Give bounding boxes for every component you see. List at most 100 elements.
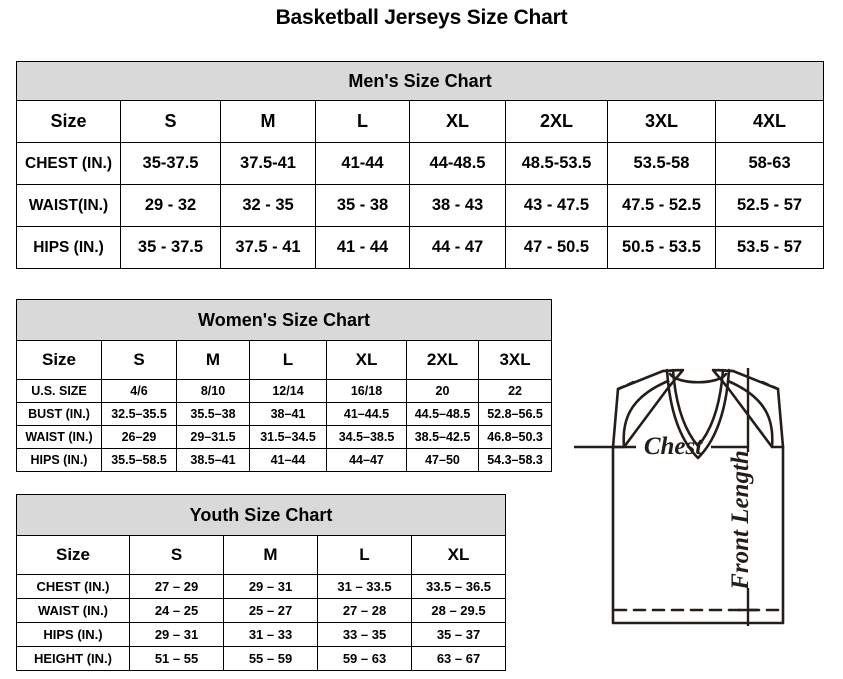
womens-bust-s: 32.5–35.5 bbox=[101, 402, 177, 426]
front-length-measure-label: Front Length bbox=[727, 450, 754, 591]
womens-row-label-waist: WAIST (IN.) bbox=[16, 425, 102, 449]
youth-height-m: 55 – 59 bbox=[223, 646, 318, 671]
youth-waist-xl: 28 – 29.5 bbox=[410, 598, 507, 623]
mens-hips-l: 41 - 44 bbox=[315, 226, 410, 269]
youth-height-l: 59 – 63 bbox=[317, 646, 412, 671]
womens-ussize-l: 12/14 bbox=[249, 379, 327, 403]
jersey-left-cuff bbox=[616, 379, 638, 391]
womens-header-2xl: 2XL bbox=[406, 340, 479, 380]
youth-header-m: M bbox=[223, 535, 318, 575]
mens-size-chart-table: Men's Size Chart Size S M L XL 2XL 3XL 4… bbox=[15, 61, 825, 269]
womens-hips-2xl: 47–50 bbox=[406, 448, 479, 472]
youth-header-xl: XL bbox=[410, 535, 507, 575]
womens-header-s: S bbox=[101, 340, 177, 380]
jersey-body-outline bbox=[611, 445, 785, 625]
youth-row-label-waist: WAIST (IN.) bbox=[16, 598, 130, 623]
womens-size-chart-table: Women's Size Chart Size S M L XL 2XL 3XL… bbox=[15, 299, 553, 472]
youth-row-label-height: HEIGHT (IN.) bbox=[16, 646, 130, 671]
table-row: WAIST(IN.) 29 - 32 32 - 35 35 - 38 38 - … bbox=[16, 184, 825, 227]
table-row: WAIST (IN.) 26–29 29–31.5 31.5–34.5 34.5… bbox=[16, 425, 553, 449]
womens-ussize-m: 8/10 bbox=[176, 379, 250, 403]
mens-row-label-hips: HIPS (IN.) bbox=[16, 226, 121, 269]
youth-chest-m: 29 – 31 bbox=[223, 574, 318, 599]
womens-header-m: M bbox=[176, 340, 250, 380]
mens-header-size: Size bbox=[16, 100, 121, 143]
mens-waist-s: 29 - 32 bbox=[120, 184, 221, 227]
womens-waist-3xl: 46.8–50.3 bbox=[477, 425, 553, 449]
youth-header-s: S bbox=[129, 535, 224, 575]
youth-hips-s: 29 – 31 bbox=[129, 622, 224, 647]
youth-chart-header-row: Size S M L XL bbox=[16, 535, 507, 575]
mens-chest-s: 35-37.5 bbox=[120, 142, 221, 185]
mens-header-4xl: 4XL bbox=[714, 100, 825, 143]
mens-hips-s: 35 - 37.5 bbox=[120, 226, 221, 269]
youth-row-label-hips: HIPS (IN.) bbox=[16, 622, 130, 647]
womens-ussize-s: 4/6 bbox=[101, 379, 177, 403]
jersey-left-shoulder-seam bbox=[661, 368, 680, 373]
jersey-neckline-inner bbox=[668, 372, 728, 384]
table-row: HIPS (IN.) 35 - 37.5 37.5 - 41 41 - 44 4… bbox=[16, 226, 825, 269]
jersey-right-cuff bbox=[758, 379, 780, 391]
womens-waist-s: 26–29 bbox=[101, 425, 177, 449]
youth-chart-caption: Youth Size Chart bbox=[15, 494, 507, 536]
womens-hips-xl: 44–47 bbox=[326, 448, 407, 472]
womens-row-label-us-size: U.S. SIZE bbox=[16, 379, 102, 403]
chest-measure-label: Chest bbox=[644, 433, 703, 460]
table-row: HIPS (IN.) 35.5–58.5 38.5–41 41–44 44–47… bbox=[16, 448, 553, 472]
jersey-right-armhole bbox=[726, 379, 774, 449]
womens-bust-m: 35.5–38 bbox=[176, 402, 250, 426]
mens-row-label-waist: WAIST(IN.) bbox=[16, 184, 121, 227]
mens-header-m: M bbox=[220, 100, 316, 143]
womens-chart-caption-row: Women's Size Chart bbox=[15, 299, 553, 341]
youth-waist-s: 24 – 25 bbox=[129, 598, 224, 623]
youth-chest-l: 31 – 33.5 bbox=[317, 574, 412, 599]
womens-waist-l: 31.5–34.5 bbox=[249, 425, 327, 449]
mens-hips-m: 37.5 - 41 bbox=[220, 226, 316, 269]
jersey-right-shoulder-seam bbox=[716, 368, 735, 373]
jersey-left-armhole bbox=[622, 379, 670, 449]
mens-row-label-chest: CHEST (IN.) bbox=[16, 142, 121, 185]
mens-chart-caption: Men's Size Chart bbox=[15, 61, 825, 101]
mens-hips-xl: 44 - 47 bbox=[409, 226, 506, 269]
mens-chest-l: 41-44 bbox=[315, 142, 410, 185]
youth-hips-xl: 35 – 37 bbox=[410, 622, 507, 647]
jersey-measurement-diagram: Chest Front Length bbox=[518, 340, 843, 670]
mens-header-2xl: 2XL bbox=[505, 100, 608, 143]
womens-header-l: L bbox=[249, 340, 327, 380]
womens-row-label-hips: HIPS (IN.) bbox=[16, 448, 102, 472]
womens-hips-s: 35.5–58.5 bbox=[101, 448, 177, 472]
youth-height-xl: 63 – 67 bbox=[410, 646, 507, 671]
table-row: WAIST (IN.) 24 – 25 25 – 27 27 – 28 28 –… bbox=[16, 598, 507, 623]
womens-bust-xl: 41–44.5 bbox=[326, 402, 407, 426]
mens-chest-xl: 44-48.5 bbox=[409, 142, 506, 185]
womens-ussize-xl: 16/18 bbox=[326, 379, 407, 403]
womens-waist-xl: 34.5–38.5 bbox=[326, 425, 407, 449]
page-title: Basketball Jerseys Size Chart bbox=[275, 6, 568, 29]
table-row: HEIGHT (IN.) 51 – 55 55 – 59 59 – 63 63 … bbox=[16, 646, 507, 671]
front-length-measure-line bbox=[738, 368, 758, 626]
womens-bust-3xl: 52.8–56.5 bbox=[477, 402, 553, 426]
mens-hips-4xl: 53.5 - 57 bbox=[714, 226, 825, 269]
mens-hips-3xl: 50.5 - 53.5 bbox=[607, 226, 716, 269]
mens-waist-4xl: 52.5 - 57 bbox=[714, 184, 825, 227]
womens-header-size: Size bbox=[16, 340, 102, 380]
mens-waist-2xl: 43 - 47.5 bbox=[505, 184, 608, 227]
mens-header-3xl: 3XL bbox=[607, 100, 716, 143]
mens-chart-header-row: Size S M L XL 2XL 3XL 4XL bbox=[16, 100, 825, 143]
table-row: CHEST (IN.) 35-37.5 37.5-41 41-44 44-48.… bbox=[16, 142, 825, 185]
youth-waist-m: 25 – 27 bbox=[223, 598, 318, 623]
mens-hips-2xl: 47 - 50.5 bbox=[505, 226, 608, 269]
mens-header-xl: XL bbox=[409, 100, 506, 143]
youth-row-label-chest: CHEST (IN.) bbox=[16, 574, 130, 599]
mens-chest-m: 37.5-41 bbox=[220, 142, 316, 185]
mens-waist-3xl: 47.5 - 52.5 bbox=[607, 184, 716, 227]
womens-ussize-3xl: 22 bbox=[477, 379, 553, 403]
table-row: CHEST (IN.) 27 – 29 29 – 31 31 – 33.5 33… bbox=[16, 574, 507, 599]
womens-header-xl: XL bbox=[326, 340, 407, 380]
table-row: U.S. SIZE 4/6 8/10 12/14 16/18 20 22 bbox=[16, 379, 553, 403]
tshirt-v-neck-icon: Chest Front Length bbox=[574, 368, 785, 626]
mens-header-s: S bbox=[120, 100, 221, 143]
womens-row-label-bust: BUST (IN.) bbox=[16, 402, 102, 426]
table-row: BUST (IN.) 32.5–35.5 35.5–38 38–41 41–44… bbox=[16, 402, 553, 426]
womens-chart-caption: Women's Size Chart bbox=[15, 299, 553, 341]
